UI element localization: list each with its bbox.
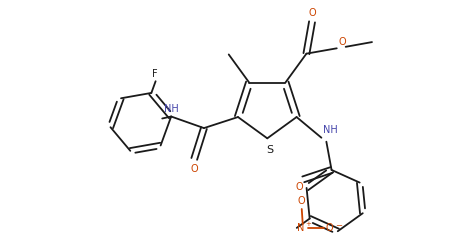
Text: N: N	[297, 223, 304, 233]
Text: NH: NH	[164, 104, 178, 114]
Text: −: −	[335, 221, 342, 230]
Text: F: F	[152, 69, 157, 79]
Text: NH: NH	[323, 125, 338, 135]
Text: +: +	[306, 221, 311, 227]
Text: O: O	[298, 196, 305, 206]
Text: O: O	[338, 37, 346, 47]
Text: O: O	[308, 8, 316, 18]
Text: O: O	[296, 182, 303, 192]
Text: O: O	[325, 223, 333, 233]
Text: O: O	[191, 164, 198, 174]
Text: S: S	[266, 145, 273, 155]
